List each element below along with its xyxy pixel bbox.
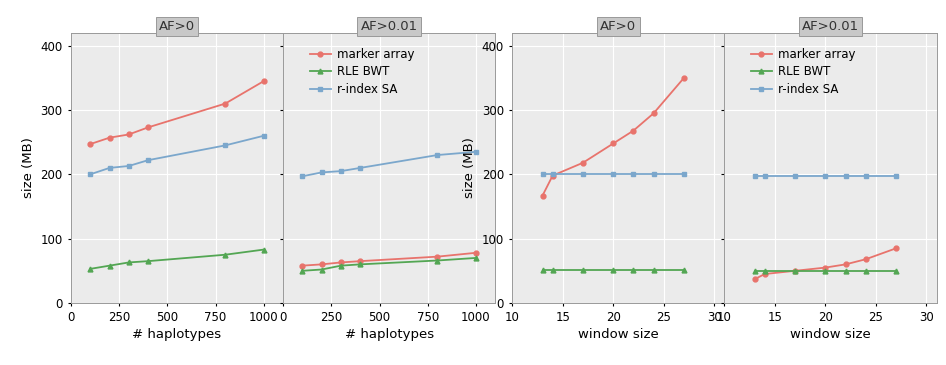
Title: AF>0.01: AF>0.01: [360, 20, 418, 33]
Y-axis label: size (MB): size (MB): [464, 138, 476, 198]
X-axis label: # haplotypes: # haplotypes: [344, 328, 434, 341]
Title: AF>0: AF>0: [601, 20, 637, 33]
Legend: marker array, RLE BWT, r-index SA: marker array, RLE BWT, r-index SA: [306, 44, 418, 100]
Title: AF>0: AF>0: [159, 20, 195, 33]
Y-axis label: size (MB): size (MB): [22, 138, 35, 198]
Legend: marker array, RLE BWT, r-index SA: marker array, RLE BWT, r-index SA: [747, 44, 859, 100]
Title: AF>0.01: AF>0.01: [802, 20, 859, 33]
X-axis label: window size: window size: [578, 328, 658, 341]
X-axis label: # haplotypes: # haplotypes: [132, 328, 221, 341]
X-axis label: window size: window size: [790, 328, 871, 341]
